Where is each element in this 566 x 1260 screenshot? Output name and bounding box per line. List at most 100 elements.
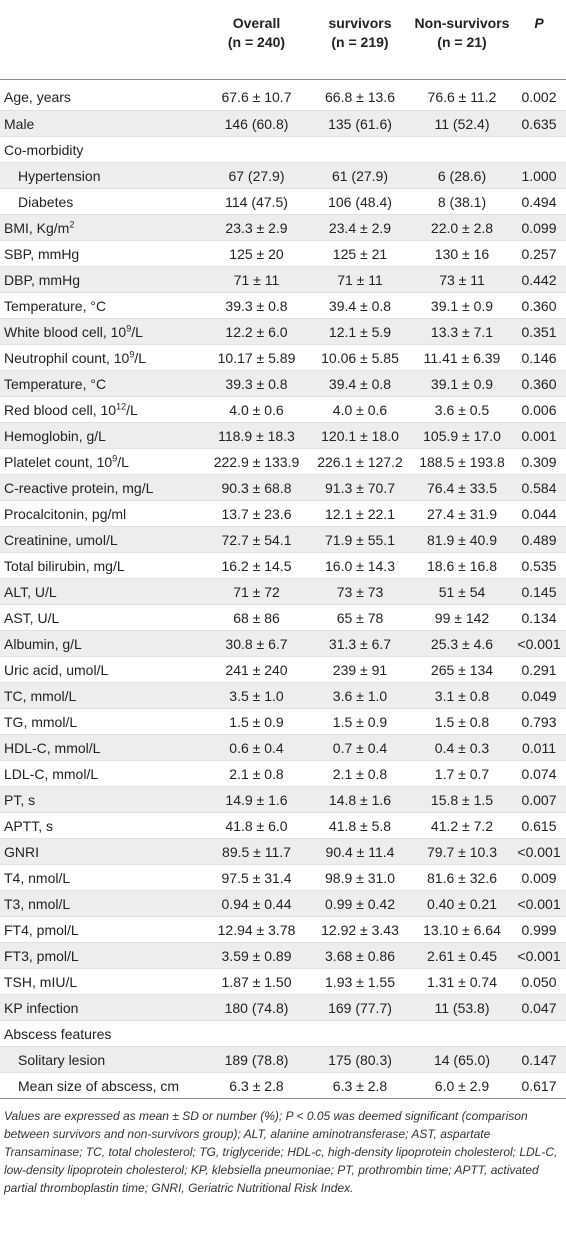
row-label-text: T3, nmol/L	[4, 895, 71, 912]
table-row: Procalcitonin, pg/ml 13.7 ± 23.6 12.1 ± 22…	[0, 500, 566, 527]
row-label-text: Albumin, g/L	[4, 635, 82, 652]
cell-p: 0.134	[512, 604, 566, 631]
header-nonsurvivors: Non-survivors (n = 21)	[412, 0, 512, 80]
cell-nonsurvivors: 81.6 ± 32.6	[412, 864, 512, 891]
cell-overall: 1.5 ± 0.9	[205, 708, 308, 735]
cell-nonsurvivors: 8 (38.1)	[412, 188, 512, 215]
cell-survivors	[308, 136, 412, 163]
header-nonsurvivors-n: (n = 21)	[437, 34, 487, 50]
cell-overall: 23.3 ± 2.9	[205, 214, 308, 241]
cell-overall	[205, 1020, 308, 1047]
row-label-text: DBP, mmHg	[4, 271, 80, 288]
row-label-text: LDL-C, mmol/L	[4, 765, 99, 782]
row-label-text: TC, mmol/L	[4, 687, 77, 704]
cell-nonsurvivors: 6 (28.6)	[412, 162, 512, 189]
cell-survivors: 3.68 ± 0.86	[308, 942, 412, 969]
cell-survivors: 41.8 ± 5.8	[308, 812, 412, 839]
cell-nonsurvivors: 1.7 ± 0.7	[412, 760, 512, 787]
row-label-superscript: 9	[112, 452, 118, 463]
cell-p: 0.011	[512, 734, 566, 761]
header-p: P	[512, 0, 566, 80]
row-label: Hemoglobin, g/L	[0, 422, 205, 449]
cell-survivors: 90.4 ± 11.4	[308, 838, 412, 865]
cell-nonsurvivors: 79.7 ± 10.3	[412, 838, 512, 865]
cell-p: 0.351	[512, 318, 566, 345]
cell-survivors: 39.4 ± 0.8	[308, 370, 412, 397]
row-label-suffix: /L	[126, 401, 138, 418]
row-label-text: Temperature, °C	[4, 297, 107, 314]
cell-overall: 3.59 ± 0.89	[205, 942, 308, 969]
cell-nonsurvivors: 6.0 ± 2.9	[412, 1072, 512, 1099]
table-row: Red blood cell, 1012/L 4.0 ± 0.6 4.0 ± 0.6…	[0, 396, 566, 423]
cell-p: 0.999	[512, 916, 566, 943]
cell-nonsurvivors: 2.61 ± 0.45	[412, 942, 512, 969]
row-label-text: Creatinine, umol/L	[4, 531, 118, 548]
cell-survivors: 65 ± 78	[308, 604, 412, 631]
table-row: FT4, pmol/L 12.94 ± 3.78 12.92 ± 3.43 13.10…	[0, 916, 566, 943]
cell-p	[512, 136, 566, 163]
row-label: Male	[0, 110, 205, 137]
table-row: Co-morbidity	[0, 136, 566, 163]
cell-nonsurvivors: 27.4 ± 31.9	[412, 500, 512, 527]
cell-nonsurvivors: 15.8 ± 1.5	[412, 786, 512, 813]
cell-p: 0.007	[512, 786, 566, 813]
table-row: TSH, mIU/L 1.87 ± 1.50 1.93 ± 1.55 1.31 ± 0…	[0, 968, 566, 995]
cell-overall: 67 (27.9)	[205, 162, 308, 189]
row-label-text: Diabetes	[18, 193, 74, 210]
cell-overall: 12.2 ± 6.0	[205, 318, 308, 345]
cell-overall: 68 ± 86	[205, 604, 308, 631]
table-row: PT, s 14.9 ± 1.6 14.8 ± 1.6 15.8 ± 1.5 0.007	[0, 786, 566, 813]
cell-overall: 2.1 ± 0.8	[205, 760, 308, 787]
row-label: Uric acid, umol/L	[0, 656, 205, 683]
table-row: Temperature, °C 39.3 ± 0.8 39.4 ± 0.8 39.1 …	[0, 370, 566, 397]
header-overall-n: (n = 240)	[227, 34, 286, 50]
cell-survivors: 66.8 ± 13.6	[308, 84, 412, 111]
row-label-text: Co-morbidity	[4, 141, 84, 158]
table-row: Albumin, g/L 30.8 ± 6.7 31.3 ± 6.7 25.3 ± 4…	[0, 630, 566, 657]
table-row: SBP, mmHg 125 ± 20 125 ± 21 130 ± 16 0.257	[0, 240, 566, 267]
cell-p: 0.257	[512, 240, 566, 267]
cell-p: 0.494	[512, 188, 566, 215]
table-row: DBP, mmHg 71 ± 11 71 ± 11 73 ± 11 0.442	[0, 266, 566, 293]
cell-survivors: 2.1 ± 0.8	[308, 760, 412, 787]
cell-p: 0.309	[512, 448, 566, 475]
row-label: AST, U/L	[0, 604, 205, 631]
table-row: Diabetes 114 (47.5) 106 (48.4) 8 (38.1) 0.49…	[0, 188, 566, 215]
cell-overall: 12.94 ± 3.78	[205, 916, 308, 943]
cell-p: 0.049	[512, 682, 566, 709]
row-label: Diabetes	[0, 188, 205, 215]
row-label: Red blood cell, 1012/L	[0, 396, 205, 423]
cell-survivors: 39.4 ± 0.8	[308, 292, 412, 319]
cell-p: 0.615	[512, 812, 566, 839]
row-label: T3, nmol/L	[0, 890, 205, 917]
cell-overall: 14.9 ± 1.6	[205, 786, 308, 813]
cell-nonsurvivors: 99 ± 142	[412, 604, 512, 631]
cell-overall: 97.5 ± 31.4	[205, 864, 308, 891]
cell-survivors: 120.1 ± 18.0	[308, 422, 412, 449]
row-label-superscript: 9	[129, 348, 135, 359]
row-label-text: Uric acid, umol/L	[4, 661, 109, 678]
row-label-text: Hypertension	[18, 167, 101, 184]
cell-nonsurvivors: 188.5 ± 193.8	[412, 448, 512, 475]
cell-nonsurvivors: 73 ± 11	[412, 266, 512, 293]
cell-overall	[205, 136, 308, 163]
row-label: ALT, U/L	[0, 578, 205, 605]
cell-nonsurvivors	[412, 1020, 512, 1047]
row-label: White blood cell, 109/L	[0, 318, 205, 345]
row-label: APTT, s	[0, 812, 205, 839]
cell-p: 1.000	[512, 162, 566, 189]
cell-nonsurvivors: 25.3 ± 4.6	[412, 630, 512, 657]
table-row: Neutrophil count, 109/L 10.17 ± 5.89 10.06…	[0, 344, 566, 371]
cell-overall: 39.3 ± 0.8	[205, 370, 308, 397]
table-row: TG, mmol/L 1.5 ± 0.9 1.5 ± 0.9 1.5 ± 0.8 0.7…	[0, 708, 566, 735]
row-label-text: PT, s	[4, 791, 36, 808]
row-label: HDL-C, mmol/L	[0, 734, 205, 761]
cell-overall: 89.5 ± 11.7	[205, 838, 308, 865]
cell-overall: 0.6 ± 0.4	[205, 734, 308, 761]
cell-survivors: 12.1 ± 22.1	[308, 500, 412, 527]
header-survivors-n: (n = 219)	[331, 34, 389, 50]
table-footnote: Values are expressed as mean ± SD or num…	[4, 1109, 558, 1195]
row-label: Hypertension	[0, 162, 205, 189]
cell-survivors: 91.3 ± 70.7	[308, 474, 412, 501]
cell-nonsurvivors: 3.6 ± 0.5	[412, 396, 512, 423]
